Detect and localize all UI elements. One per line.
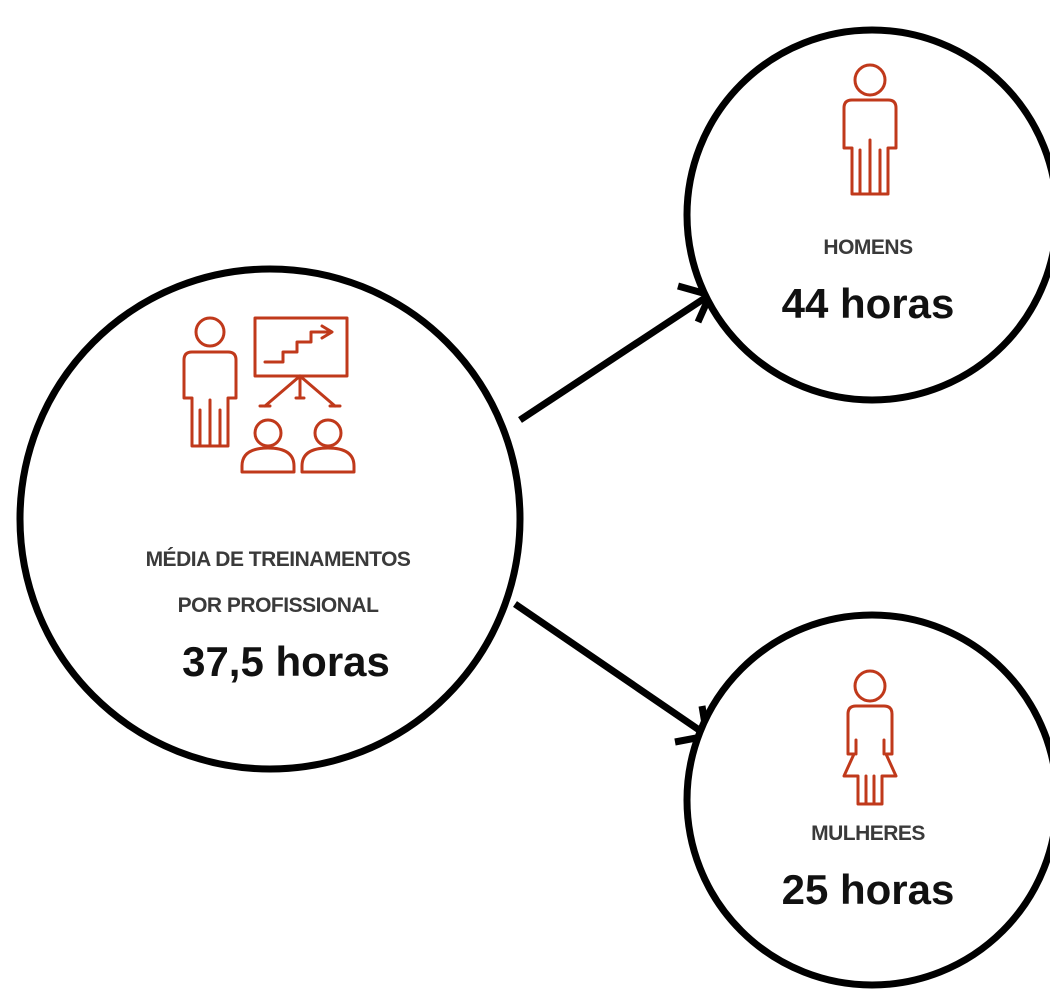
arrow-to-women [513, 601, 707, 737]
women-value: 25 horas [782, 866, 955, 913]
men-value: 44 horas [782, 280, 955, 327]
arrow-to-men [518, 293, 710, 423]
men-circle [683, 26, 1050, 404]
main-label: MÉDIA DE TREINAMENTOS [146, 548, 411, 571]
main-circle [16, 265, 524, 773]
woman-icon [842, 669, 898, 806]
man-icon [842, 63, 898, 196]
main-value: 37,5 horas [182, 638, 390, 685]
women-circle [683, 611, 1050, 989]
women-label: MULHERES [811, 822, 925, 845]
main-label: POR PROFISSIONAL [178, 594, 380, 617]
men-label: HOMENS [823, 236, 913, 259]
training-icon [182, 316, 356, 474]
